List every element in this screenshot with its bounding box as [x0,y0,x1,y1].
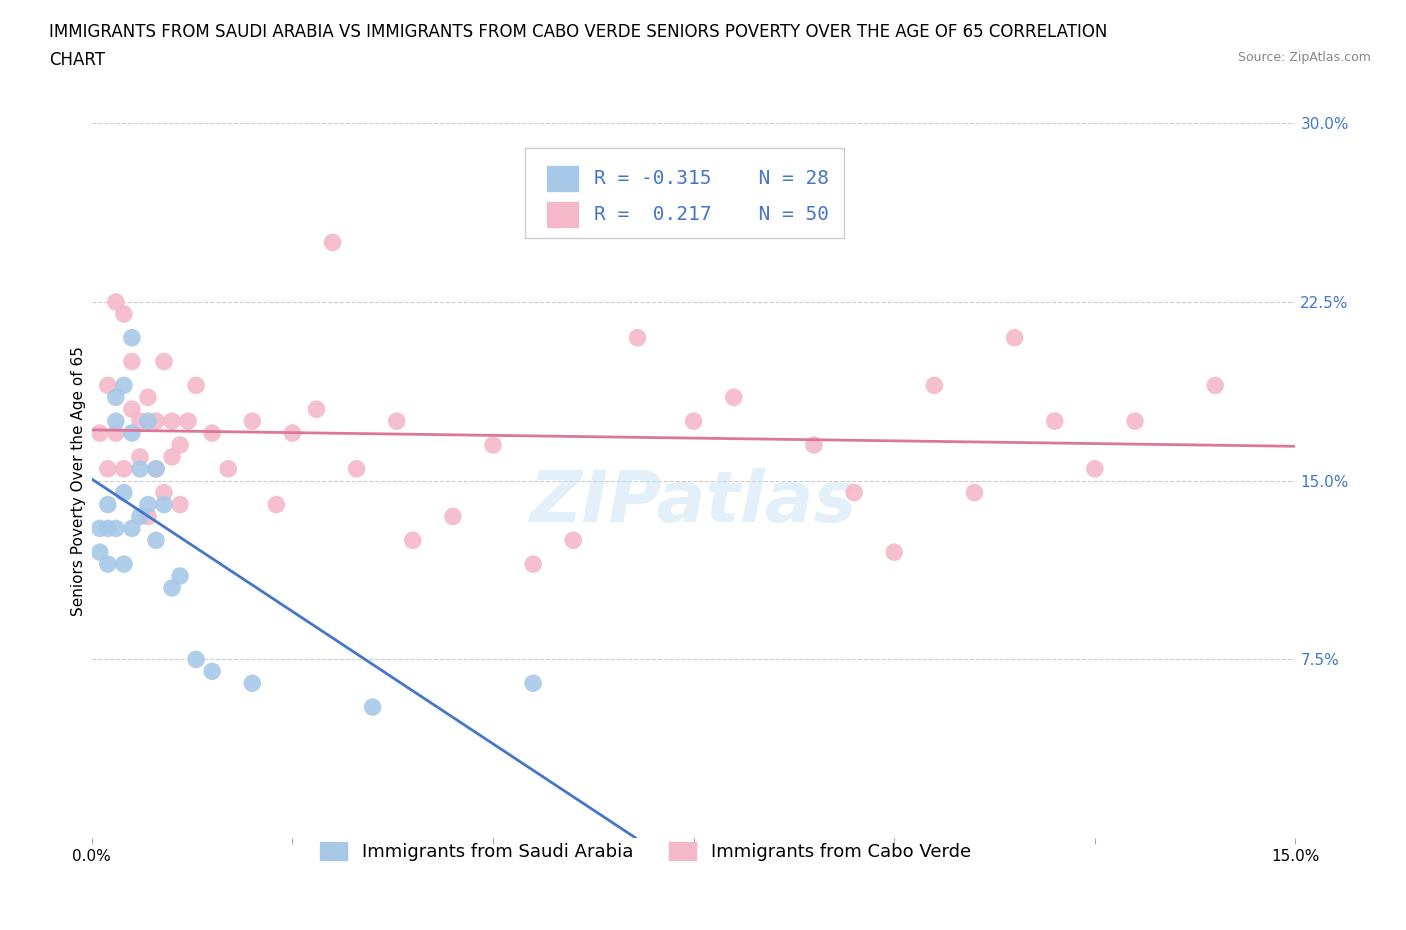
Point [136,414,159,429]
Point [121,521,143,536]
Point [97,557,120,572]
Point [842,485,865,500]
Y-axis label: Seniors Poverty Over the Age of 65: Seniors Poverty Over the Age of 65 [72,346,86,616]
Point [112,461,135,476]
Point [112,557,135,572]
Point [153,485,176,500]
FancyBboxPatch shape [524,148,844,238]
Point [121,402,143,417]
Point [305,402,328,417]
Point [281,426,304,441]
Text: Source: ZipAtlas.com: Source: ZipAtlas.com [1237,51,1371,64]
Point [136,498,159,512]
Point [104,521,127,536]
Point [89,545,111,560]
Point [883,545,905,560]
Point [1043,414,1066,429]
Point [169,498,191,512]
Point [385,414,408,429]
Point [803,437,825,452]
FancyBboxPatch shape [546,201,579,228]
Point [963,485,986,500]
Point [97,378,120,392]
Point [346,461,368,476]
Point [240,676,263,691]
Point [121,354,143,369]
Point [562,533,585,548]
Point [145,461,167,476]
Point [89,426,111,441]
Point [153,354,176,369]
Point [97,498,120,512]
Point [402,533,425,548]
Text: IMMIGRANTS FROM SAUDI ARABIA VS IMMIGRANTS FROM CABO VERDE SENIORS POVERTY OVER : IMMIGRANTS FROM SAUDI ARABIA VS IMMIGRAN… [49,23,1108,41]
Point [129,461,152,476]
Point [266,498,288,512]
Point [104,414,127,429]
Point [482,437,505,452]
Point [136,390,159,405]
Point [112,485,135,500]
Text: ZIPatlas: ZIPatlas [530,468,858,537]
Point [201,664,224,679]
Point [217,461,239,476]
Point [136,509,159,524]
Point [153,498,176,512]
Point [723,390,745,405]
Point [184,378,207,392]
Point [522,557,544,572]
Point [121,330,143,345]
Point [104,295,127,310]
Point [145,533,167,548]
Point [169,568,191,583]
Point [112,378,135,392]
Point [112,307,135,322]
Point [145,461,167,476]
Text: CHART: CHART [49,51,105,69]
Point [626,330,648,345]
Point [682,414,704,429]
Point [145,414,167,429]
Point [441,509,464,524]
Point [129,414,152,429]
Point [1204,378,1226,392]
Point [201,426,224,441]
Point [184,652,207,667]
Text: R = -0.315    N = 28: R = -0.315 N = 28 [593,169,828,188]
Point [129,509,152,524]
Point [924,378,946,392]
Point [169,437,191,452]
Point [121,426,143,441]
Point [361,699,384,714]
Point [160,449,183,464]
Point [1084,461,1107,476]
Point [104,390,127,405]
Point [97,461,120,476]
Point [522,676,544,691]
Point [240,414,263,429]
Legend: Immigrants from Saudi Arabia, Immigrants from Cabo Verde: Immigrants from Saudi Arabia, Immigrants… [314,834,979,869]
Point [129,449,152,464]
Point [104,426,127,441]
FancyBboxPatch shape [546,165,579,192]
Point [322,235,344,250]
Point [97,521,120,536]
Point [89,521,111,536]
Point [160,580,183,595]
Text: R =  0.217    N = 50: R = 0.217 N = 50 [593,205,828,223]
Point [177,414,200,429]
Point [1123,414,1146,429]
Point [160,414,183,429]
Point [1004,330,1026,345]
